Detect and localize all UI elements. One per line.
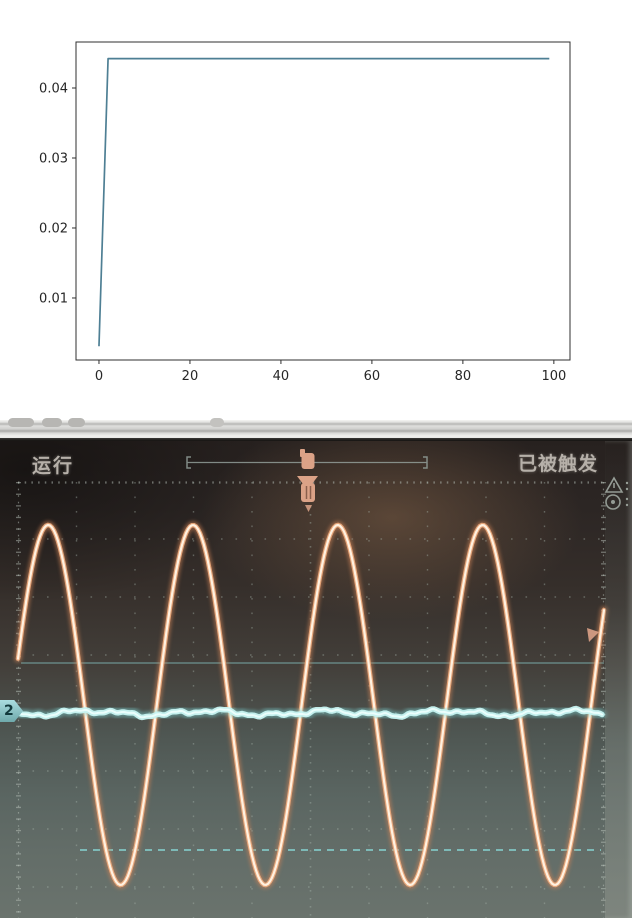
trigger-level-arrow-icon (587, 628, 599, 642)
x-tick-label: 40 (273, 369, 290, 384)
y-tick-label: 0.01 (39, 291, 68, 306)
bezel-knob-icon (8, 418, 34, 427)
data-line (98, 57, 550, 347)
screen-edge-shadow (0, 438, 632, 441)
bracket-left-icon (186, 456, 191, 469)
x-tick-label: 80 (455, 369, 472, 384)
axis-ticks: 0 20 40 60 80 100 0.01 0.02 0.03 0.04 (39, 81, 566, 384)
ch2-noisy-trace (15, 703, 607, 723)
oscilloscope-right-bezel (605, 441, 632, 918)
bezel-knob-icon (42, 418, 62, 427)
x-tick-label: 100 (541, 369, 566, 384)
bezel-knob-icon (210, 418, 224, 427)
oscilloscope-screen-photo: 运行 已被触发 2 (0, 441, 632, 918)
channel-2-marker-icon: 2 (0, 700, 23, 722)
trigger-status-label: 已被触发 (518, 453, 599, 475)
y-tick-label: 0.02 (39, 221, 68, 236)
bezel-knob-icon (68, 418, 85, 427)
ch1-sine-trace (14, 520, 608, 890)
x-tick-label: 0 (95, 369, 103, 384)
x-tick-label: 60 (364, 369, 381, 384)
run-status-label: 运行 (32, 455, 75, 477)
line-chart-figure: 0 20 40 60 80 100 0.01 0.02 0.03 0.04 (0, 0, 632, 420)
x-tick-label: 20 (182, 369, 199, 384)
plot-frame (75, 41, 571, 361)
oscilloscope-top-bezel (0, 418, 632, 438)
y-tick-label: 0.04 (39, 81, 68, 96)
oscilloscope-waveform-canvas (14, 449, 629, 918)
bracket-right-icon (423, 456, 428, 469)
line-chart-canvas: 0 20 40 60 80 100 0.01 0.02 0.03 0.04 (39, 41, 571, 384)
y-tick-label: 0.03 (39, 151, 68, 166)
trigger-position-marker-icon (297, 449, 318, 512)
